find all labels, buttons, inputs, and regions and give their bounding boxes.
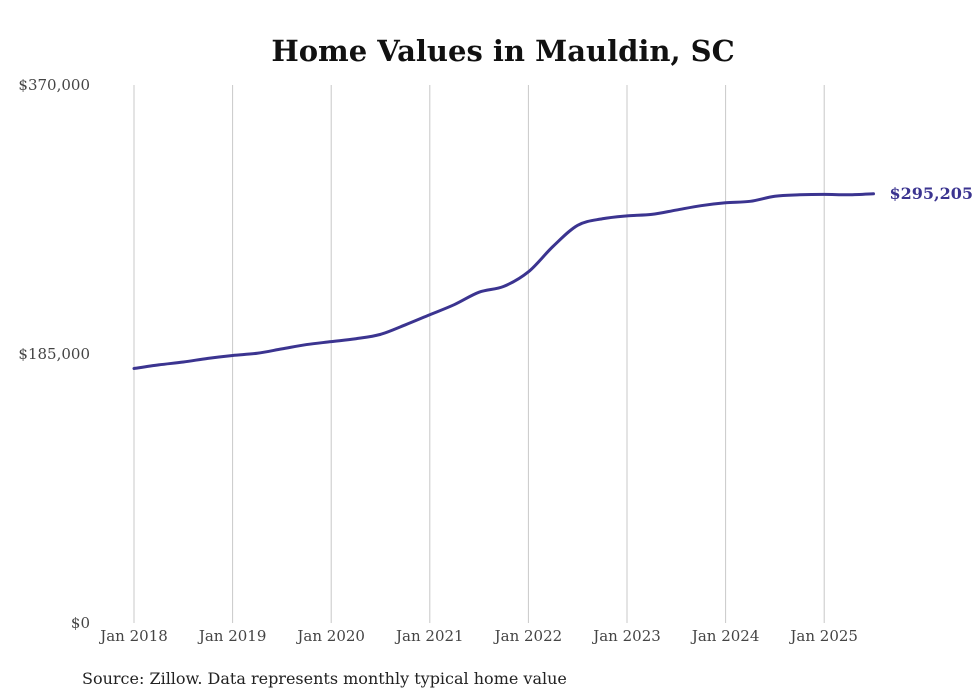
- y-tick-label: $0: [71, 614, 90, 632]
- x-tick-label: Jan 2022: [493, 627, 563, 645]
- x-tick-label: Jan 2019: [197, 627, 267, 645]
- series-layer: [132, 192, 875, 371]
- x-tick-label: Jan 2024: [690, 627, 760, 645]
- x-axis: Jan 2018 Jan 2019 Jan 2020 Jan 2021 Jan 2022…: [98, 627, 858, 645]
- x-tick-label: Jan 2023: [591, 627, 661, 645]
- chart-title: Home Values in Mauldin, SC: [271, 34, 734, 68]
- source-note: Source: Zillow. Data represents monthly …: [82, 669, 567, 688]
- y-axis: $0 $185,000 $370,000: [18, 76, 90, 632]
- y-tick-label: $370,000: [18, 76, 90, 94]
- x-tick-label: Jan 2021: [394, 627, 464, 645]
- end-value-label: $295,205: [890, 184, 974, 203]
- series-line-0: [132, 192, 875, 371]
- x-tick-label: Jan 2025: [788, 627, 858, 645]
- x-tick-label: Jan 2018: [98, 627, 168, 645]
- gridlines: [133, 85, 825, 623]
- y-tick-label: $185,000: [18, 345, 90, 363]
- x-tick-label: Jan 2020: [295, 627, 365, 645]
